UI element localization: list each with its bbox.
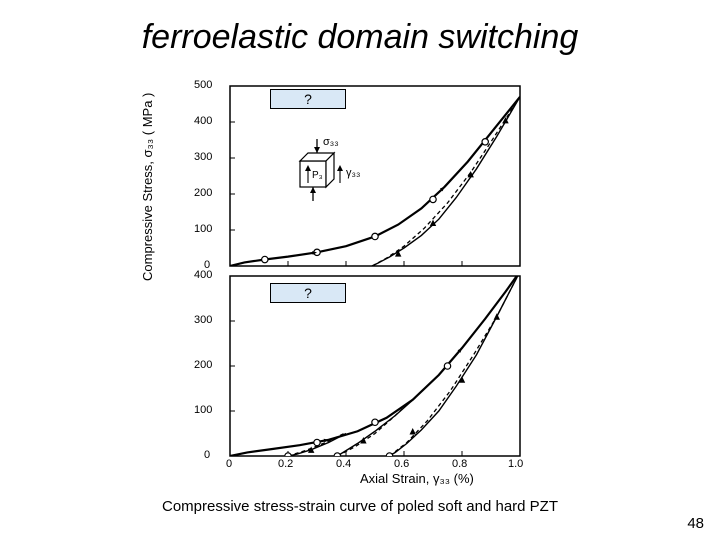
xtick-0.4: 0.4 bbox=[336, 458, 351, 470]
ytick-top-500: 500 bbox=[194, 79, 212, 91]
svg-text:P₃: P₃ bbox=[312, 170, 323, 181]
ytick-bot-400: 400 bbox=[194, 269, 212, 281]
figure-caption: Compressive stress-strain curve of poled… bbox=[0, 498, 720, 515]
figure-container: Compressive Stress, σ₃₃ ( MPa ) Axial St… bbox=[160, 76, 560, 486]
page-number: 48 bbox=[687, 515, 704, 532]
ytick-bot-0: 0 bbox=[204, 449, 210, 461]
slide-title: ferroelastic domain switching bbox=[0, 18, 720, 57]
ytick-top-300: 300 bbox=[194, 151, 212, 163]
y-axis-label: Compressive Stress, σ₃₃ ( MPa ) bbox=[140, 93, 155, 281]
svg-text:γ₃₃: γ₃₃ bbox=[346, 167, 360, 179]
xtick-0.2: 0.2 bbox=[278, 458, 293, 470]
xtick-1.0: 1.0 bbox=[508, 458, 523, 470]
ytick-bot-300: 300 bbox=[194, 314, 212, 326]
xtick-0: 0 bbox=[226, 458, 232, 470]
ytick-top-200: 200 bbox=[194, 187, 212, 199]
stress-strain-chart: σ₃₃ γ₃₃ P₃ bbox=[160, 76, 560, 486]
slide: ferroelastic domain switching Compressiv… bbox=[0, 0, 720, 540]
question-box-top: ? bbox=[270, 89, 346, 109]
ytick-top-100: 100 bbox=[194, 223, 212, 235]
xtick-0.8: 0.8 bbox=[452, 458, 467, 470]
question-box-bottom: ? bbox=[270, 283, 346, 303]
ytick-bot-100: 100 bbox=[194, 404, 212, 416]
svg-text:σ₃₃: σ₃₃ bbox=[323, 136, 339, 148]
ytick-top-400: 400 bbox=[194, 115, 212, 127]
xtick-0.6: 0.6 bbox=[394, 458, 409, 470]
ytick-bot-200: 200 bbox=[194, 359, 212, 371]
